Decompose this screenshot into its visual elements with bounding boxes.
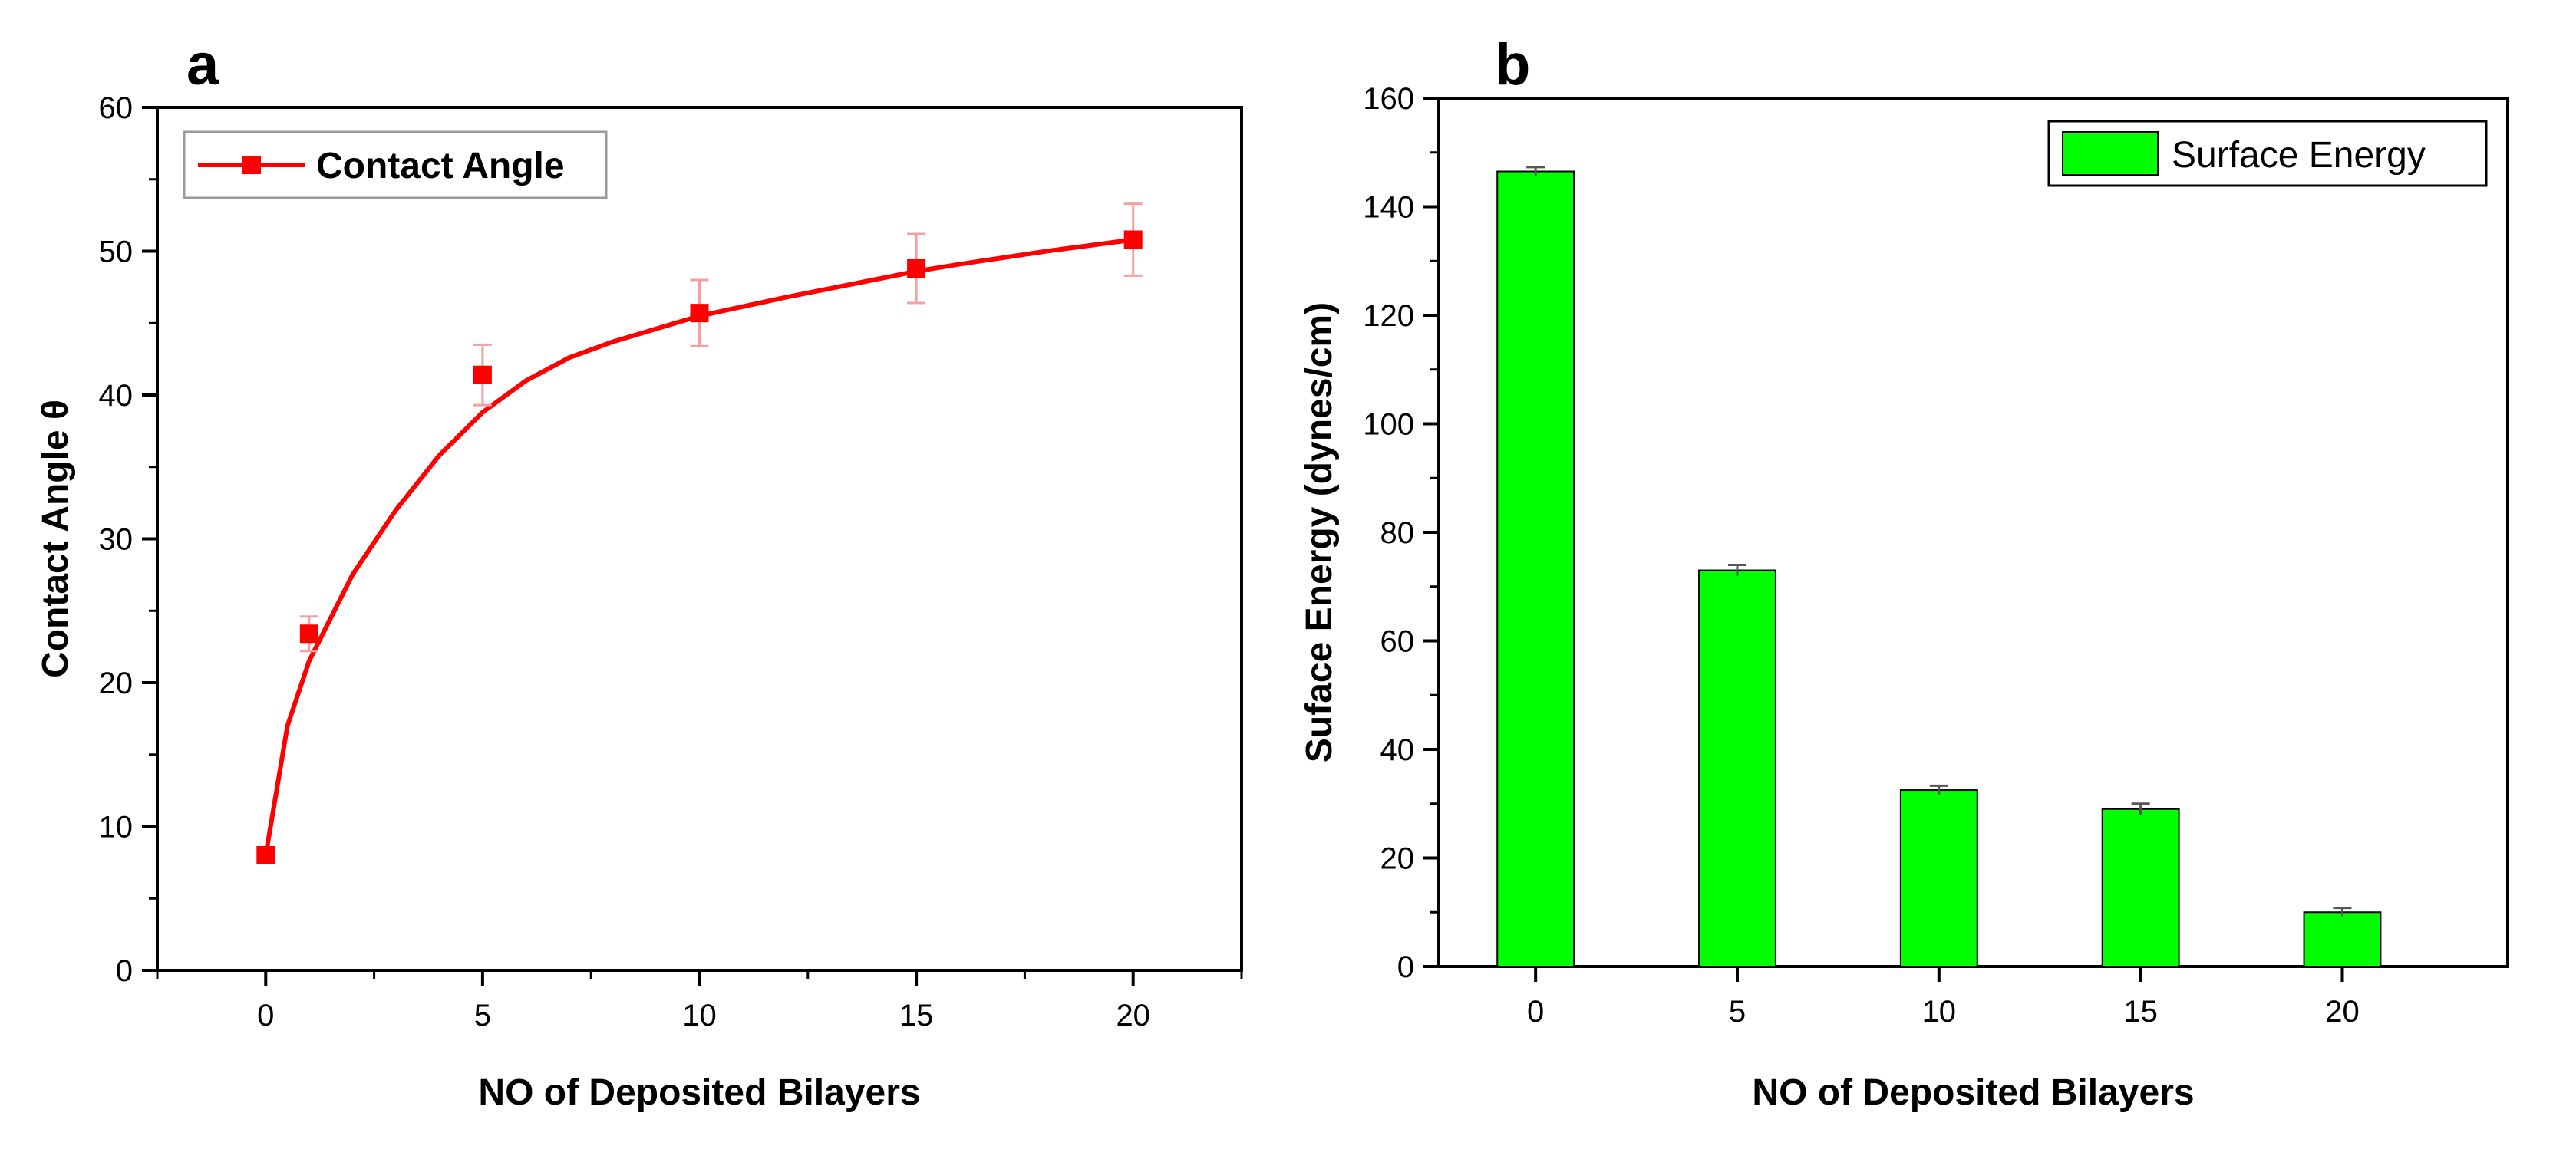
surface-energy-bar [1698, 569, 1776, 967]
panel-b-data-marks [1496, 166, 2382, 968]
panel-b-x-tick-label: 15 [2123, 995, 2158, 1029]
contact-angle-point [256, 846, 275, 864]
panel-a-x-tick-label: 15 [899, 999, 934, 1032]
panel-b-legend: Surface Energy [2047, 120, 2488, 187]
panel-a-contact-angle-chart: a 0 5 10 15 20 0 10 20 30 40 50 60 Contact Angle NO… [35, 32, 1243, 1113]
panel-b-legend-label: Surface Energy [2172, 135, 2426, 176]
panel-b-x-tick-label: 20 [2325, 995, 2360, 1029]
panel-a-x-tick-label: 20 [1116, 999, 1150, 1032]
panel-a-x-tick-label: 10 [682, 999, 717, 1032]
panel-b-x-axis-title: NO of Deposited Bilayers [1752, 1072, 2194, 1113]
surface-energy-bar [2303, 911, 2382, 967]
surface-energy-bar [1496, 170, 1575, 968]
panel-b-y-tick-label: 0 [1397, 950, 1414, 984]
panel-b-y-tick-label: 80 [1380, 516, 1415, 550]
panel-b-legend-swatch [2062, 131, 2159, 176]
panel-a-x-tick-label: 0 [257, 999, 274, 1032]
panel-b-letter: b [1495, 32, 1530, 97]
contact-angle-point [473, 365, 492, 384]
panel-b-y-tick-label: 20 [1380, 842, 1415, 876]
panel-b-y-tick-label: 60 [1380, 625, 1415, 659]
panel-a-y-tick-label: 10 [99, 811, 134, 845]
panel-a-data-marks [256, 202, 1143, 864]
panel-a-y-tick-label: 0 [116, 954, 133, 988]
panel-a-legend: Contact Angle [183, 130, 608, 199]
panel-b-y-tick-label: 100 [1363, 408, 1414, 442]
panel-a-y-axis-title: Contact Angle θ [35, 400, 76, 678]
panel-b-y-tick-label: 140 [1363, 191, 1414, 225]
contact-angle-point [907, 259, 926, 278]
contact-angle-point [1123, 230, 1143, 249]
panel-b-x-tick-label: 10 [1922, 995, 1957, 1029]
panel-a-y-tick-label: 40 [99, 379, 134, 413]
panel-a-x-axis-title: NO of Deposited Bilayers [478, 1072, 920, 1113]
panel-a-legend-marker [242, 156, 261, 174]
panel-a-y-tick-label: 20 [99, 667, 134, 700]
panel-b-y-tick-label: 160 [1363, 82, 1414, 116]
panel-a-letter: a [186, 32, 219, 97]
panel-b-x-tick-label: 0 [1527, 995, 1544, 1029]
panel-a-legend-label: Contact Angle [316, 146, 565, 186]
panel-a-plot-frame [156, 106, 1243, 972]
panel-a-y-tick-label: 30 [99, 523, 134, 557]
panel-b-surface-energy-chart: b 0 5 10 15 20 0 20 40 60 80 100 120 140 160 Surface … [1299, 32, 2509, 1113]
panel-b-y-tick-label: 120 [1363, 299, 1414, 333]
panel-b-y-tick-label: 40 [1380, 733, 1415, 767]
surface-energy-bar [1899, 789, 1978, 967]
panel-b-x-tick-label: 5 [1729, 995, 1746, 1029]
surface-energy-bar [2101, 808, 2180, 967]
panel-a-x-tick-label: 5 [474, 999, 491, 1032]
panel-a-y-tick-label: 50 [99, 235, 134, 269]
contact-angle-point [299, 624, 318, 644]
panel-b-ticks: 0 5 10 15 20 0 20 40 60 80 100 120 140 160 [1363, 82, 2359, 1029]
panel-a-y-tick-label: 60 [99, 91, 134, 125]
panel-b-y-axis-title: Suface Energy (dynes/cm) [1299, 302, 1340, 762]
panel-a-ticks: 0 5 10 15 20 0 10 20 30 40 50 60 [99, 91, 1243, 1032]
contact-angle-point [690, 304, 709, 323]
